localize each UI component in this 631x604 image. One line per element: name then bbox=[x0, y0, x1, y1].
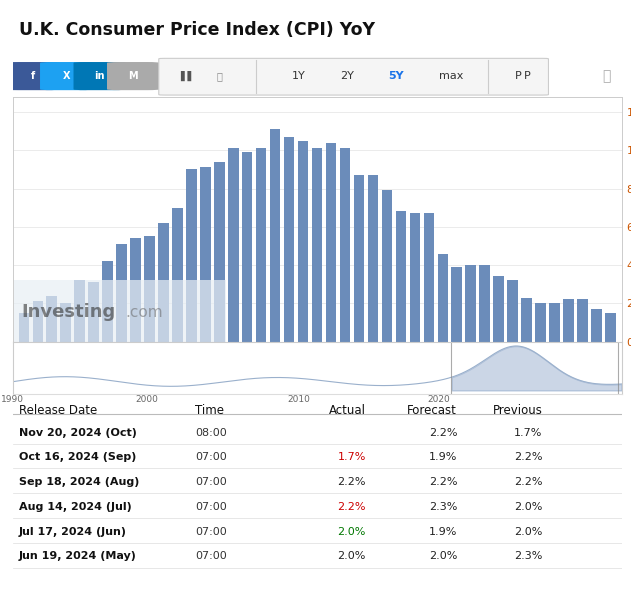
Text: f: f bbox=[30, 71, 35, 81]
Text: 08:00: 08:00 bbox=[196, 428, 227, 437]
Text: 2.2%: 2.2% bbox=[338, 502, 366, 512]
Text: 07:00: 07:00 bbox=[196, 551, 227, 561]
Text: .com: .com bbox=[126, 304, 163, 320]
Bar bbox=[144, 236, 155, 341]
Bar bbox=[242, 152, 252, 341]
Bar bbox=[452, 267, 462, 341]
Bar bbox=[605, 313, 616, 341]
Text: max: max bbox=[439, 71, 463, 82]
Text: 2.0%: 2.0% bbox=[514, 527, 543, 536]
Bar bbox=[382, 190, 392, 341]
Text: 2.0%: 2.0% bbox=[428, 551, 457, 561]
Text: ▌▌: ▌▌ bbox=[180, 71, 195, 82]
Bar bbox=[88, 282, 99, 341]
Bar bbox=[13, 280, 226, 341]
Bar bbox=[61, 303, 71, 341]
Text: 2.2%: 2.2% bbox=[514, 452, 543, 462]
Bar bbox=[437, 254, 448, 341]
Text: 1Y: 1Y bbox=[292, 71, 305, 82]
Bar bbox=[507, 280, 518, 341]
Bar bbox=[535, 303, 546, 341]
Text: 2.2%: 2.2% bbox=[428, 477, 457, 487]
Bar bbox=[396, 211, 406, 341]
Text: 07:00: 07:00 bbox=[196, 502, 227, 512]
Text: Time: Time bbox=[196, 404, 224, 417]
Text: 2.3%: 2.3% bbox=[428, 502, 457, 512]
Bar bbox=[521, 298, 532, 341]
Text: ⬜: ⬜ bbox=[602, 69, 611, 83]
Bar bbox=[200, 167, 211, 341]
Bar bbox=[591, 309, 601, 341]
Text: 2.0%: 2.0% bbox=[338, 551, 366, 561]
Text: in: in bbox=[95, 71, 105, 81]
Text: 2.0%: 2.0% bbox=[338, 527, 366, 536]
Bar bbox=[493, 277, 504, 341]
Text: P: P bbox=[524, 71, 531, 82]
Text: 2.0%: 2.0% bbox=[514, 502, 543, 512]
Text: Nov 20, 2024 (Oct): Nov 20, 2024 (Oct) bbox=[19, 428, 136, 437]
Text: Sep 18, 2024 (Aug): Sep 18, 2024 (Aug) bbox=[19, 477, 139, 487]
Bar bbox=[563, 300, 574, 341]
FancyBboxPatch shape bbox=[159, 59, 548, 95]
Text: 2.2%: 2.2% bbox=[428, 428, 457, 437]
Bar bbox=[270, 129, 280, 341]
FancyBboxPatch shape bbox=[40, 62, 92, 90]
Text: Investing: Investing bbox=[21, 303, 116, 321]
Bar bbox=[326, 143, 336, 341]
Text: Previous: Previous bbox=[493, 404, 543, 417]
Bar bbox=[214, 162, 225, 341]
Bar bbox=[298, 141, 309, 341]
Text: 1.9%: 1.9% bbox=[428, 452, 457, 462]
Bar bbox=[172, 208, 182, 341]
Bar bbox=[466, 265, 476, 341]
Text: 〜: 〜 bbox=[216, 71, 223, 82]
Bar bbox=[130, 238, 141, 341]
Bar bbox=[549, 303, 560, 341]
Text: P: P bbox=[515, 71, 521, 82]
Bar bbox=[256, 149, 266, 341]
FancyBboxPatch shape bbox=[107, 62, 160, 90]
Text: 2Y: 2Y bbox=[341, 71, 355, 82]
Text: 2.3%: 2.3% bbox=[514, 551, 543, 561]
Text: U.K. Consumer Price Index (CPI) YoY: U.K. Consumer Price Index (CPI) YoY bbox=[19, 21, 375, 39]
Text: 2.2%: 2.2% bbox=[338, 477, 366, 487]
Bar bbox=[186, 169, 197, 341]
Bar bbox=[33, 301, 43, 341]
Text: Jun 19, 2024 (May): Jun 19, 2024 (May) bbox=[19, 551, 136, 561]
Text: 07:00: 07:00 bbox=[196, 452, 227, 462]
Text: M: M bbox=[128, 71, 138, 81]
Text: 2.2%: 2.2% bbox=[514, 477, 543, 487]
Text: Release Date: Release Date bbox=[19, 404, 97, 417]
Text: Forecast: Forecast bbox=[407, 404, 457, 417]
Bar bbox=[47, 295, 57, 341]
Text: 07:00: 07:00 bbox=[196, 527, 227, 536]
Text: 5Y: 5Y bbox=[389, 71, 404, 82]
Bar bbox=[228, 149, 239, 341]
Text: Aug 14, 2024 (Jul): Aug 14, 2024 (Jul) bbox=[19, 502, 131, 512]
Text: X: X bbox=[62, 71, 70, 81]
Bar bbox=[18, 313, 29, 341]
Text: Actual: Actual bbox=[329, 404, 366, 417]
Text: 07:00: 07:00 bbox=[196, 477, 227, 487]
Bar bbox=[102, 261, 113, 341]
Bar bbox=[339, 149, 350, 341]
Bar bbox=[423, 213, 434, 341]
Bar bbox=[410, 213, 420, 341]
Text: 1.7%: 1.7% bbox=[338, 452, 366, 462]
Text: 1.9%: 1.9% bbox=[428, 527, 457, 536]
Text: Oct 16, 2024 (Sep): Oct 16, 2024 (Sep) bbox=[19, 452, 136, 462]
Bar bbox=[116, 244, 127, 341]
FancyBboxPatch shape bbox=[6, 62, 59, 90]
FancyBboxPatch shape bbox=[73, 62, 126, 90]
Bar bbox=[284, 137, 295, 341]
Bar bbox=[158, 223, 168, 341]
Bar bbox=[368, 175, 378, 341]
Bar bbox=[74, 280, 85, 341]
Bar bbox=[577, 300, 587, 341]
Bar bbox=[480, 265, 490, 341]
Bar bbox=[312, 149, 322, 341]
Text: Jul 17, 2024 (Jun): Jul 17, 2024 (Jun) bbox=[19, 527, 127, 536]
Bar bbox=[354, 175, 364, 341]
Text: 1.7%: 1.7% bbox=[514, 428, 543, 437]
